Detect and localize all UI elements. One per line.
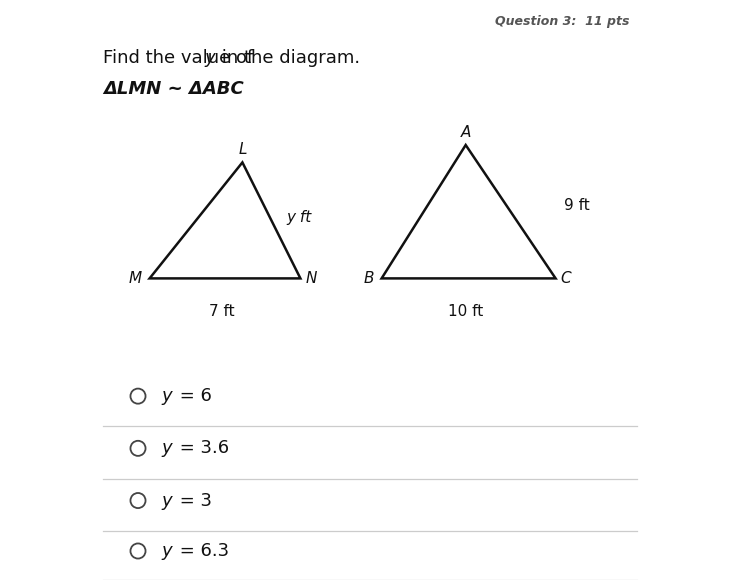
Text: B: B: [363, 271, 374, 286]
Text: N: N: [305, 271, 317, 286]
Text: = 6.3: = 6.3: [174, 542, 229, 560]
Text: 9 ft: 9 ft: [565, 198, 590, 213]
Text: C: C: [561, 271, 571, 286]
Text: M: M: [129, 271, 141, 286]
Text: Find the value of: Find the value of: [103, 49, 259, 67]
Text: y: y: [161, 387, 172, 405]
Text: Question 3:  11 pts: Question 3: 11 pts: [495, 14, 629, 27]
Text: 10 ft: 10 ft: [448, 304, 483, 320]
Text: ΔLMN ~ ΔABC: ΔLMN ~ ΔABC: [103, 80, 244, 98]
Text: y ft: y ft: [286, 210, 311, 225]
Text: y: y: [161, 491, 172, 510]
Text: 7 ft: 7 ft: [209, 304, 235, 320]
Text: = 3: = 3: [174, 491, 212, 510]
Text: in the diagram.: in the diagram.: [216, 49, 360, 67]
Text: = 3.6: = 3.6: [174, 439, 229, 458]
Text: y: y: [161, 542, 172, 560]
Text: L: L: [238, 142, 246, 157]
Text: = 6: = 6: [174, 387, 212, 405]
Text: A: A: [460, 125, 471, 140]
Text: y: y: [161, 439, 172, 458]
Text: y: y: [205, 49, 215, 67]
